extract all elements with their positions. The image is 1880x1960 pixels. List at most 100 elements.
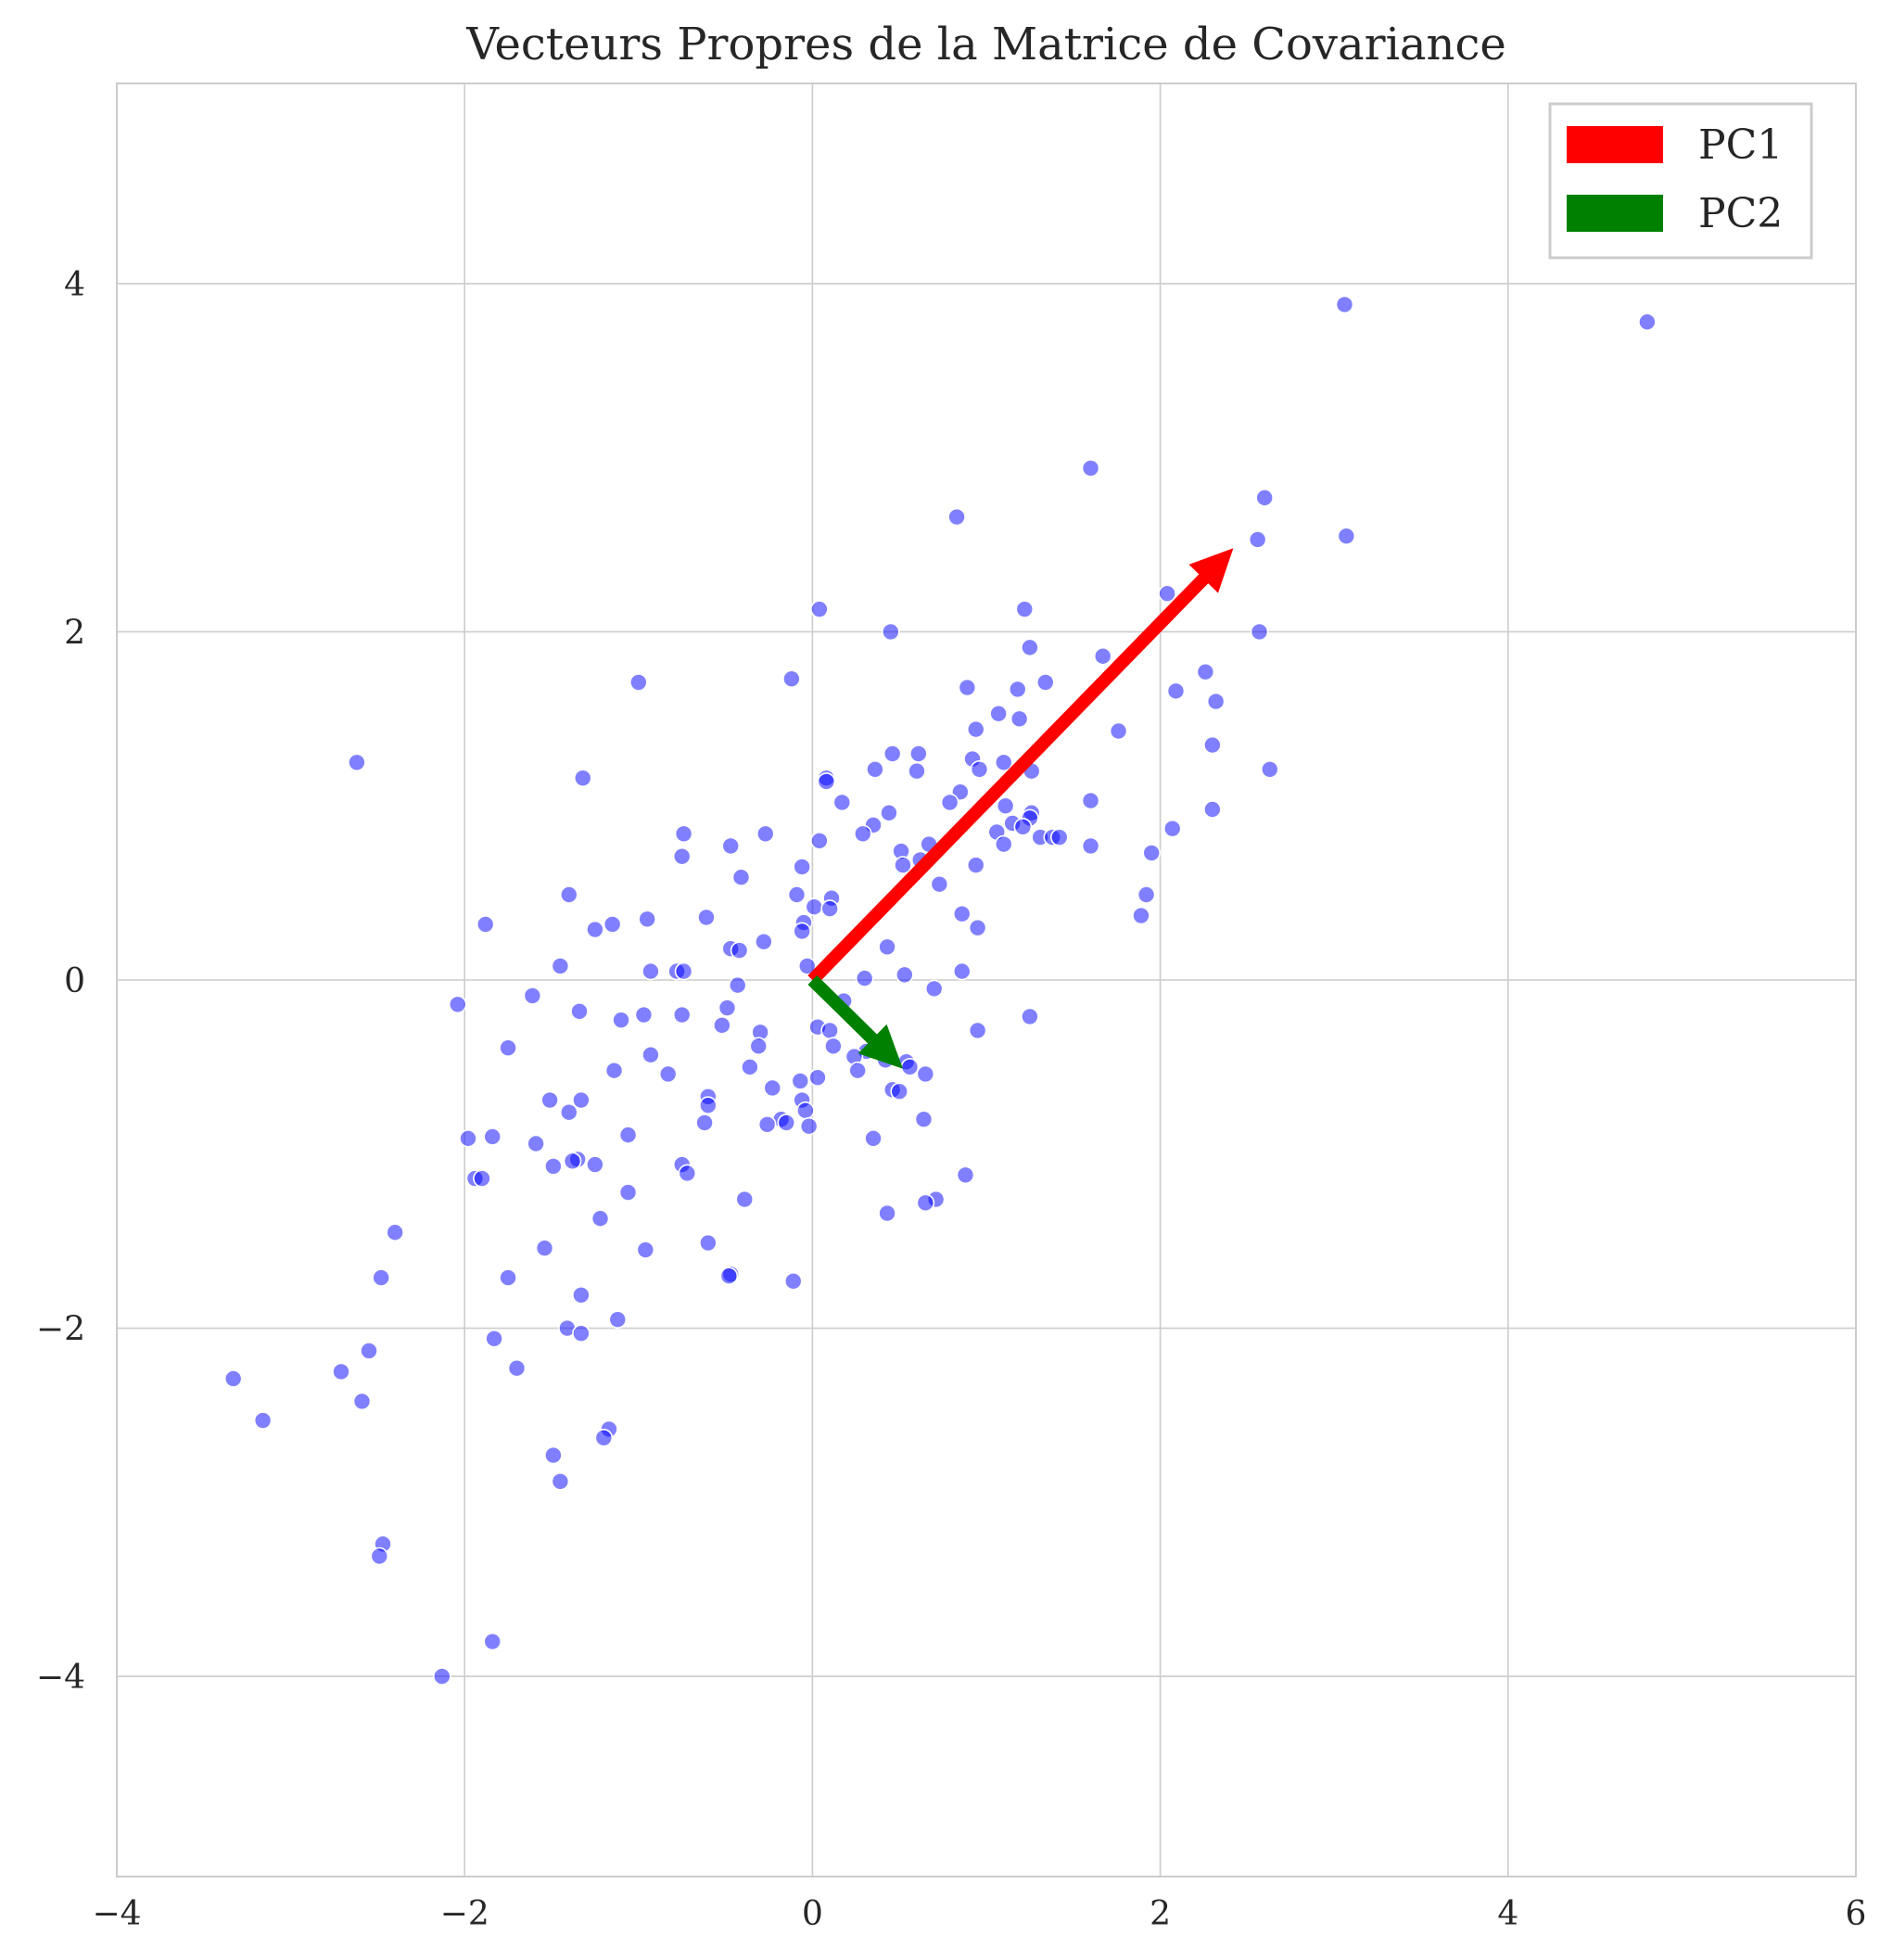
- scatter-point: [757, 1115, 777, 1134]
- x-tick-label: 4: [1497, 1895, 1518, 1933]
- scatter-point: [914, 1110, 934, 1129]
- scatter-point: [563, 1152, 582, 1171]
- x-tick-label: 2: [1150, 1895, 1171, 1933]
- scatter-point: [618, 1183, 638, 1202]
- scatter-point: [916, 1064, 935, 1084]
- x-tick-label: −2: [440, 1895, 489, 1933]
- scatter-point: [448, 995, 467, 1014]
- scatter-point: [544, 1445, 563, 1465]
- scatter-point: [573, 769, 592, 787]
- scatter-point: [499, 1038, 517, 1058]
- scatter-point: [796, 1101, 815, 1120]
- scatter-point: [966, 719, 985, 739]
- scatter-point: [1337, 527, 1356, 545]
- scatter-point: [1166, 681, 1186, 701]
- scatter-point: [348, 753, 366, 772]
- scatter-point: [880, 803, 898, 822]
- scatter-point: [1081, 459, 1100, 477]
- scatter-point: [1015, 600, 1035, 618]
- scatter-point: [1203, 735, 1222, 755]
- scatter-point: [966, 856, 985, 874]
- scatter-point: [678, 1164, 697, 1183]
- scatter-point: [1255, 489, 1274, 507]
- scatter-point: [352, 1392, 372, 1411]
- scatter-point: [523, 986, 542, 1005]
- scatter-point: [699, 1096, 718, 1114]
- scatter-point: [718, 999, 737, 1017]
- plot-frame: [116, 83, 1857, 1877]
- scatter-point: [572, 1090, 591, 1110]
- y-tick-label: 4: [64, 266, 85, 304]
- scatter-point: [989, 704, 1008, 723]
- scatter-point: [719, 1266, 739, 1286]
- scatter-point: [608, 1310, 628, 1329]
- scatter-point: [1638, 312, 1657, 332]
- scatter-point: [958, 678, 977, 697]
- scatter-point: [900, 1058, 920, 1076]
- scatter-point: [570, 1001, 589, 1021]
- scatter-point: [797, 957, 817, 975]
- scatter-point: [805, 897, 824, 916]
- scatter-point: [896, 965, 914, 985]
- scatter-point: [882, 622, 900, 642]
- vectors-layer: [807, 548, 1234, 1069]
- y-tick-label: −2: [36, 1311, 85, 1349]
- scatter-point: [866, 760, 884, 779]
- scatter-point: [1260, 760, 1279, 779]
- scatter-point: [1335, 295, 1354, 314]
- scatter-point: [544, 1157, 563, 1176]
- scatter-point: [253, 1411, 273, 1430]
- scatter-point: [1049, 828, 1069, 846]
- scatter-point: [968, 918, 987, 937]
- scatter-point: [535, 1239, 554, 1257]
- scatter-point: [1081, 836, 1100, 856]
- x-tick-label: 0: [802, 1895, 823, 1933]
- scatter-point: [810, 831, 829, 850]
- scatter-point: [952, 904, 972, 923]
- x-tick-label: −4: [92, 1895, 141, 1933]
- scatter-point: [1021, 638, 1039, 657]
- scatter-point: [1162, 819, 1182, 838]
- vector-arrow-pc2: [807, 975, 903, 1069]
- scatter-point: [793, 922, 811, 941]
- scatter-point: [970, 760, 989, 779]
- scatter-point: [1250, 622, 1269, 642]
- scatter-point: [782, 669, 801, 688]
- scatter-point: [783, 1272, 803, 1291]
- scatter-point: [591, 1209, 610, 1228]
- scatter-point: [735, 1190, 755, 1209]
- vector-pc2: [807, 975, 903, 1069]
- scatter-point: [755, 932, 773, 951]
- vector-arrow-pc1: [807, 548, 1234, 985]
- scatter-point: [634, 1005, 654, 1025]
- scatter-point: [360, 1342, 378, 1360]
- scatter-point: [777, 1114, 796, 1132]
- scatter-point: [994, 834, 1013, 854]
- legend-swatch-pc2: [1567, 195, 1663, 232]
- scatter-point: [527, 1134, 545, 1153]
- scatter-point: [787, 885, 807, 904]
- scatter-point: [894, 856, 912, 874]
- scatter-point: [370, 1546, 389, 1566]
- scatter-point: [604, 1061, 624, 1080]
- scatter-point: [572, 1286, 591, 1305]
- scatter-point: [674, 961, 693, 981]
- scatter-point: [674, 824, 693, 844]
- scatter-point: [878, 937, 896, 957]
- scatter-point: [1203, 800, 1222, 819]
- scatter-point: [824, 1037, 843, 1056]
- legend-swatch-pc1: [1567, 126, 1663, 163]
- chart-title: Vecteurs Propres de la Matrice de Covari…: [465, 19, 1505, 70]
- scatter-point: [1137, 885, 1156, 904]
- scatter-point: [612, 1011, 630, 1029]
- scatter-point: [820, 1021, 839, 1040]
- scatter-point: [721, 836, 741, 856]
- scatter-point: [641, 961, 660, 981]
- scatter-point: [629, 673, 648, 692]
- scatter-point: [731, 868, 751, 887]
- scatter-point: [968, 1021, 987, 1040]
- legend-label-pc2: PC2: [1698, 190, 1783, 237]
- scatter-point: [1142, 844, 1162, 862]
- scatter-point: [848, 1061, 867, 1080]
